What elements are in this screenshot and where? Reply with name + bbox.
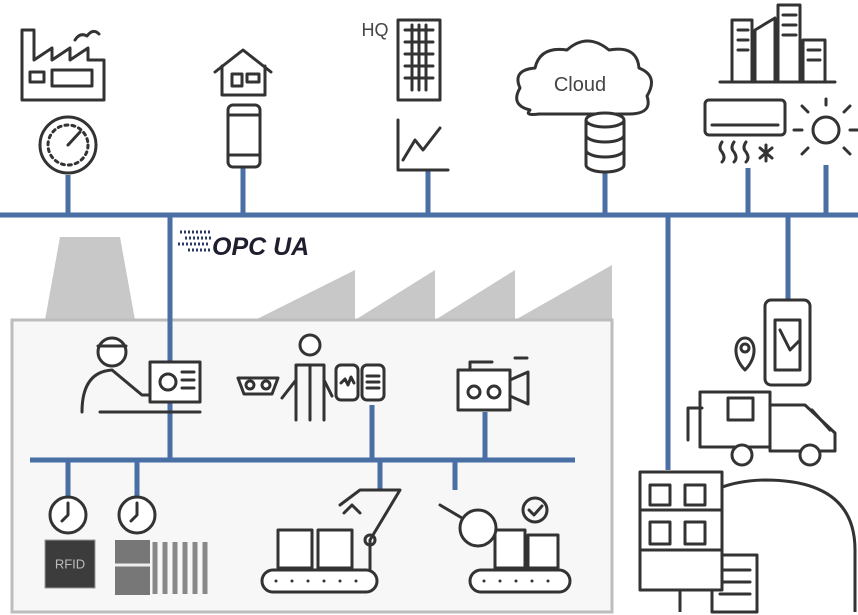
home-phone-icon <box>215 50 271 167</box>
logistics-icons <box>640 300 855 612</box>
home-phone-icon-part <box>215 50 271 95</box>
wearables-icon-part <box>238 378 278 394</box>
hq-icon-part <box>398 120 448 170</box>
cloud-icon: Cloud <box>517 41 652 172</box>
home-phone-icon-part <box>232 74 242 86</box>
inspection-conveyor-icon-part <box>460 510 496 546</box>
factory-icon-part <box>30 72 44 82</box>
robot-conveyor-icon-part <box>318 530 352 568</box>
inspection-conveyor-icon-part <box>528 535 558 568</box>
factory-hall-part <box>45 237 135 320</box>
camera-icon-part <box>458 370 510 410</box>
hq-label: HQ <box>362 20 389 40</box>
opc-ua-logo-part <box>178 232 211 250</box>
city-hvac-icon-part <box>705 100 785 135</box>
wearables-icon-part <box>300 335 320 355</box>
city-hvac-icon <box>705 5 858 162</box>
protocol-label: OPC UA <box>212 233 309 261</box>
cloud-label: Cloud <box>554 74 606 96</box>
robot-conveyor-icon-part <box>278 530 312 568</box>
inspection-conveyor-icon-part <box>495 530 525 568</box>
engineer-workstation-icon-part <box>98 338 126 366</box>
factory-icon <box>22 30 104 173</box>
city-hvac-icon-part <box>720 5 835 82</box>
sensor-devices-part <box>115 540 150 595</box>
city-hvac-icon-part <box>720 142 772 162</box>
city-hvac-icon-part <box>794 99 858 154</box>
opc-ua-logo: OPC UA <box>178 232 309 261</box>
hq-icon-part <box>405 25 433 90</box>
logistics-icons-part <box>732 445 752 465</box>
hq-icon: HQ <box>362 20 449 170</box>
factory-icon-part <box>75 31 99 40</box>
robot-conveyor-icon-part <box>262 570 377 592</box>
city-hvac-icon-part <box>813 117 839 143</box>
home-phone-icon-part <box>247 74 259 82</box>
cloud-icon-part <box>586 113 624 172</box>
factory-icon-part <box>22 30 104 100</box>
factory-hall-part <box>255 265 612 320</box>
factory-icon-part <box>52 70 92 86</box>
logistics-icons-part <box>700 392 835 451</box>
logistics-icons-part <box>728 398 753 420</box>
logistics-icons-part <box>800 445 820 465</box>
rfid-label: RFID <box>55 556 85 571</box>
logistics-icons-part <box>640 472 722 590</box>
diagram: HQ Cloud OPC UA RFID <box>0 0 858 615</box>
